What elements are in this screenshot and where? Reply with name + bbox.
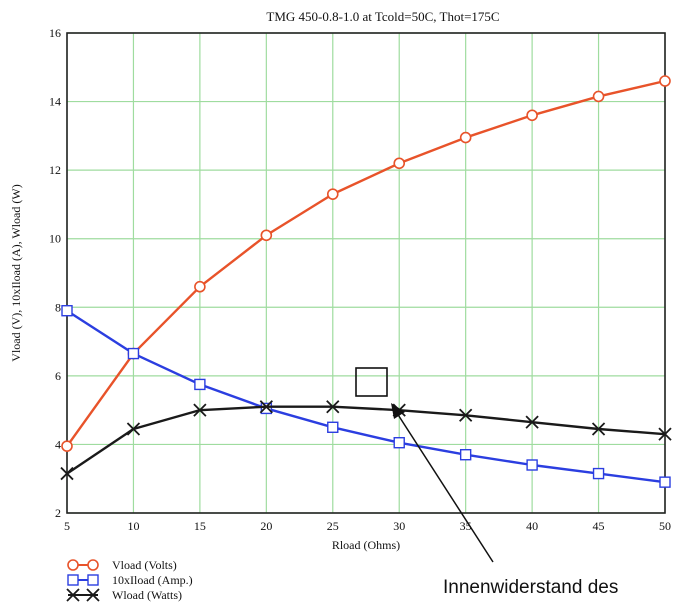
data-point-vload (592, 90, 605, 103)
y-tick-label: 14 (49, 95, 61, 109)
legend: Vload (Volts)10xIload (Amp.)Wload (Watts… (66, 558, 193, 602)
data-point-iload (393, 437, 405, 449)
legend-marker (87, 574, 99, 586)
data-point-vload (194, 280, 206, 293)
series-line-wload (66, 405, 666, 475)
y-tick-label: 2 (55, 506, 61, 520)
y-tick-label: 12 (49, 163, 61, 177)
legend-item: Vload (Volts) (67, 558, 177, 572)
legend-label: Wload (Watts) (112, 588, 182, 602)
chart-title: TMG 450-0.8-1.0 at Tcold=50C, Thot=175C (266, 9, 499, 24)
legend-marker (86, 588, 100, 602)
data-point-iload (127, 347, 140, 360)
annotation-box (355, 367, 388, 397)
plot-frame (66, 32, 666, 514)
x-tick-label: 35 (460, 519, 472, 533)
y-tick-label: 16 (49, 26, 61, 40)
legend-label: 10xIload (Amp.) (112, 573, 193, 587)
legend-item: Wload (Watts) (66, 588, 182, 602)
x-tick-label: 50 (659, 519, 671, 533)
x-axis-label: Rload (Ohms) (332, 538, 400, 552)
series-line-iload (66, 309, 666, 484)
data-point-iload (526, 459, 538, 471)
data-point-vload (326, 188, 339, 200)
data-point-wload (126, 422, 141, 436)
y-tick-labels: 2 4 6 8 10 12 14 16 (49, 26, 61, 520)
annotation-arrow (394, 409, 494, 563)
data-point-wload (658, 427, 672, 441)
y-tick-label: 10 (49, 232, 61, 246)
annotation-arrowhead (391, 403, 405, 419)
legend-marker (67, 559, 79, 571)
x-tick-label: 40 (526, 519, 538, 533)
data-point-wload (193, 403, 207, 417)
data-point-vload (61, 440, 73, 452)
series-group (60, 75, 672, 488)
data-point-iload (659, 476, 671, 488)
legend-marker (67, 574, 79, 586)
x-tick-label: 15 (194, 519, 206, 533)
data-point-iload (459, 449, 472, 461)
y-tick-label: 8 (55, 300, 61, 314)
data-point-wload (60, 466, 74, 481)
series-line-vload (66, 79, 666, 447)
x-tick-label: 10 (127, 519, 139, 533)
x-tick-label: 45 (593, 519, 605, 533)
data-point-wload (525, 415, 539, 429)
data-point-wload (459, 408, 473, 422)
annotation-text: Innenwiderstand des (443, 577, 618, 598)
data-point-iload (260, 402, 273, 415)
y-axis-label: Vload (V), 10xIload (A), Wload (W) (9, 184, 23, 361)
y-tick-label: 6 (55, 369, 61, 383)
y-tick-label: 4 (55, 437, 61, 451)
x-tick-label: 30 (393, 519, 405, 533)
grid (66, 32, 666, 514)
legend-marker (66, 588, 80, 602)
data-point-vload (459, 131, 472, 144)
data-point-iload (327, 421, 339, 433)
x-tick-labels: 5 10 15 20 25 30 35 40 45 50 (64, 519, 671, 533)
legend-label: Vload (Volts) (112, 558, 177, 572)
legend-marker (87, 559, 99, 571)
legend-item: 10xIload (Amp.) (67, 573, 193, 587)
series-vload (61, 75, 671, 452)
data-point-vload (659, 75, 671, 87)
x-tick-label: 5 (64, 519, 70, 533)
data-point-wload (591, 422, 606, 436)
x-tick-label: 20 (260, 519, 272, 533)
data-point-iload (194, 378, 206, 391)
data-point-wload (259, 400, 273, 414)
data-point-vload (393, 157, 406, 170)
data-point-iload (61, 305, 73, 317)
data-point-wload (326, 400, 340, 414)
data-point-iload (592, 467, 605, 480)
series-iload (61, 305, 671, 488)
data-point-vload (260, 229, 273, 242)
series-wload (60, 400, 672, 481)
data-point-vload (526, 109, 538, 122)
x-tick-label: 25 (327, 519, 339, 533)
